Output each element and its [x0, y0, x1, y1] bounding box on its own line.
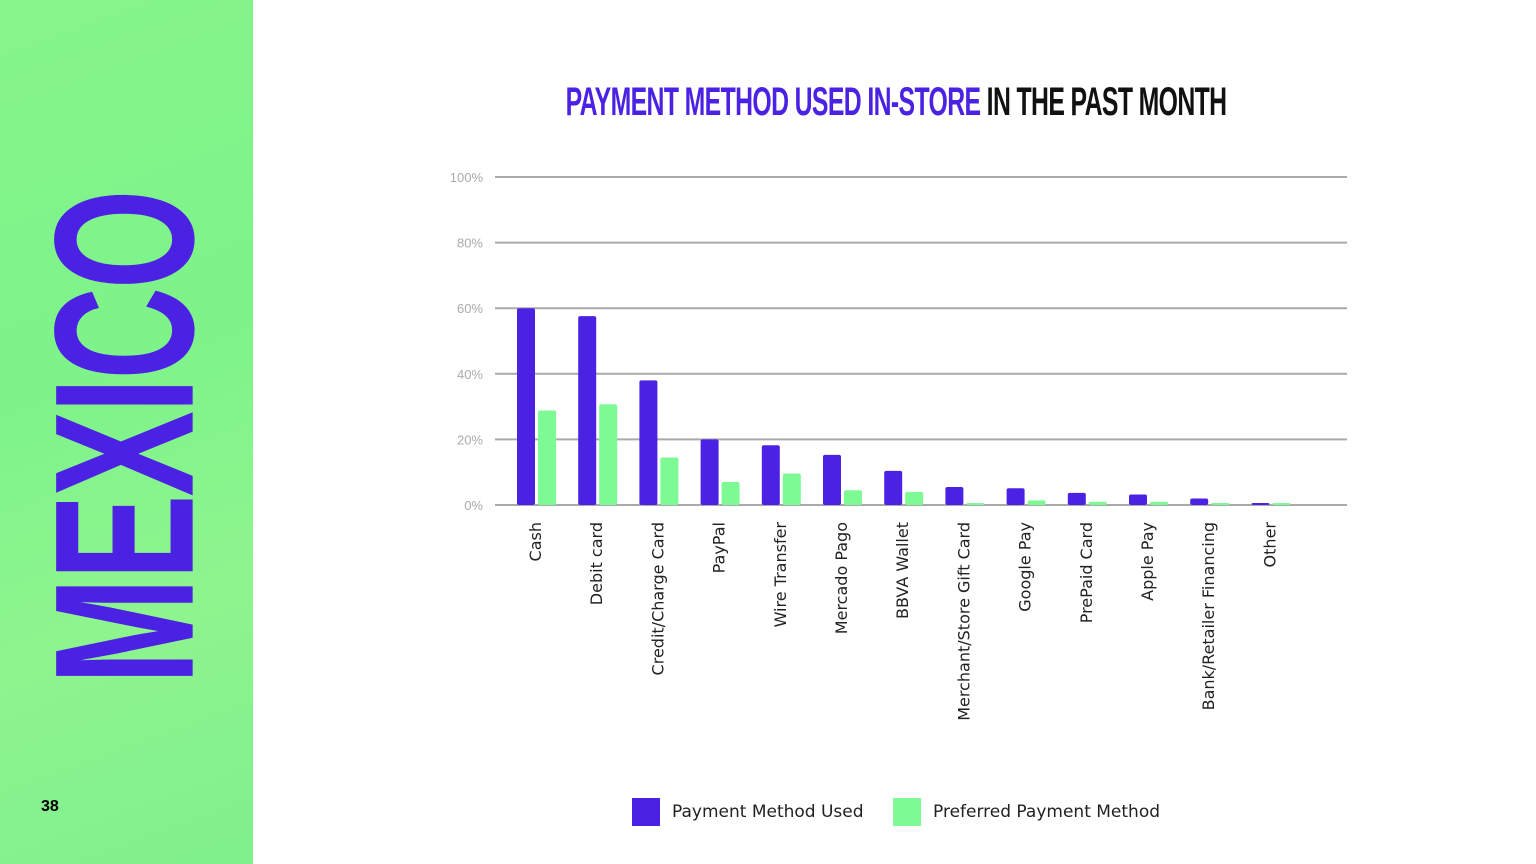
legend-item-used: Payment Method Used	[632, 798, 864, 826]
x-tick-label: Google Pay	[1016, 522, 1035, 612]
bar-preferred	[905, 491, 924, 505]
bar-used	[1129, 494, 1147, 505]
bar-used	[700, 439, 719, 505]
bar-used	[1251, 503, 1270, 505]
bar-used	[1190, 498, 1209, 505]
x-tick-label: Mercado Pago	[832, 522, 851, 634]
y-tick-label: 80%	[457, 236, 483, 251]
bar-used	[578, 316, 597, 505]
bar-preferred	[966, 503, 985, 505]
bar-used	[1067, 492, 1086, 505]
bar-preferred	[599, 404, 618, 505]
bar-preferred	[660, 457, 679, 505]
bar-used	[1006, 488, 1025, 505]
legend-swatch-preferred	[893, 798, 921, 826]
y-tick-label: 40%	[457, 367, 483, 382]
x-tick-label: Debit card	[587, 522, 606, 605]
x-tick-label: Bank/Retailer Financing	[1199, 522, 1218, 710]
title-rest: IN THE PAST MONTH	[980, 80, 1227, 124]
y-tick-label: 100%	[450, 170, 484, 185]
y-tick-label: 20%	[457, 432, 483, 447]
legend-label-used: Payment Method Used	[672, 802, 864, 822]
x-tick-label: Apple Pay	[1138, 522, 1157, 601]
bar-used	[639, 380, 658, 505]
page-number: 38	[41, 798, 59, 815]
y-tick-label: 60%	[457, 301, 483, 316]
bar-preferred	[1150, 501, 1168, 505]
bar-preferred	[538, 410, 556, 505]
bar-used	[517, 308, 535, 505]
x-tick-label: PrePaid Card	[1077, 522, 1096, 623]
title-highlight: PAYMENT METHOD USED IN-STORE	[565, 80, 981, 124]
bar-preferred	[844, 490, 862, 505]
x-tick-label: PayPal	[710, 522, 729, 573]
legend-item-preferred: Preferred Payment Method	[893, 798, 1160, 826]
bar-preferred	[1211, 503, 1230, 505]
bar-preferred	[1088, 501, 1107, 505]
x-tick-label: Credit/Charge Card	[648, 522, 667, 675]
bar-used	[761, 445, 780, 505]
bar-preferred	[1272, 503, 1291, 505]
bar-preferred	[721, 482, 740, 505]
x-tick-label: BBVA Wallet	[893, 522, 912, 619]
x-tick-label: Cash	[526, 522, 545, 561]
bar-preferred	[1027, 500, 1046, 505]
sidebar-panel: MEXICO 38	[0, 0, 253, 864]
legend-swatch-used	[632, 798, 660, 826]
x-tick-label: Merchant/Store Gift Card	[954, 522, 973, 721]
bar-preferred	[782, 473, 801, 505]
x-tick-label: Other	[1260, 522, 1279, 568]
y-tick-label: 0%	[464, 498, 483, 513]
bar-used	[884, 470, 903, 505]
bar-used	[945, 486, 964, 505]
legend-label-preferred: Preferred Payment Method	[933, 802, 1161, 822]
bar-used	[823, 454, 841, 505]
chart-title: PAYMENT METHOD USED IN-STORE IN THE PAST…	[566, 80, 1227, 125]
x-tick-label: Wire Transfer	[771, 522, 790, 628]
